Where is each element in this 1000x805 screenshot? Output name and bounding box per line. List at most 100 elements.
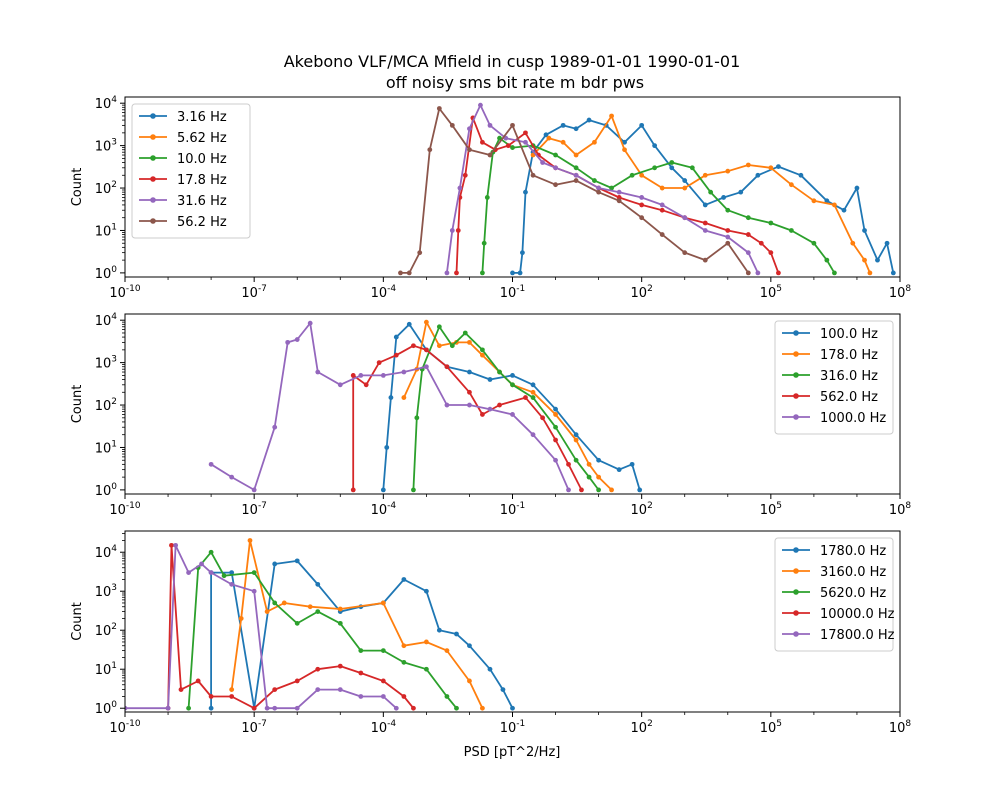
data-point — [530, 382, 536, 388]
data-point — [406, 321, 412, 327]
x-tick-label: 10-1 — [500, 501, 526, 518]
data-point — [553, 412, 558, 417]
panel-3: 10-10 10-7 10-4 10-1 102 105 108 100 101 102 103 10… — [70, 530, 912, 736]
data-point — [530, 172, 536, 178]
data-point — [169, 542, 174, 548]
data-point — [449, 228, 455, 233]
data-point — [745, 250, 751, 256]
data-point — [832, 270, 837, 276]
legend-label: 17800.0 Hz — [820, 628, 895, 643]
data-point — [337, 606, 343, 612]
data-point — [467, 369, 472, 375]
data-point — [510, 270, 515, 276]
data-point — [423, 319, 429, 325]
data-point — [890, 270, 896, 276]
legend-label: 1000.0 Hz — [820, 411, 886, 426]
data-point — [467, 147, 472, 153]
data-point — [208, 549, 214, 555]
legend-label: 56.2 Hz — [177, 215, 227, 230]
legend-entry: 316.0 Hz — [782, 369, 878, 384]
data-point — [505, 143, 511, 149]
data-point — [350, 372, 356, 378]
x-tick-label: 10-1 — [500, 719, 526, 736]
y-tick-label: 103 — [95, 138, 117, 155]
data-point — [281, 600, 287, 606]
data-point — [380, 694, 386, 699]
data-point — [788, 182, 794, 188]
x-tick-label: 10-7 — [241, 284, 267, 301]
data-point — [455, 228, 461, 233]
data-point — [229, 687, 235, 693]
data-point — [824, 198, 830, 204]
data-point — [480, 270, 485, 276]
data-point — [824, 257, 830, 263]
data-point — [788, 228, 794, 233]
data-point — [251, 588, 257, 594]
data-point — [609, 185, 614, 191]
y-tick-label: 103 — [95, 583, 117, 600]
data-point — [294, 620, 300, 626]
data-point — [350, 487, 356, 493]
x-tick-label: 108 — [889, 501, 912, 518]
y-tick-label: 100 — [95, 482, 118, 499]
data-point — [745, 232, 751, 237]
data-point — [423, 666, 429, 672]
data-point — [423, 588, 429, 594]
data-point — [272, 561, 278, 567]
series-10-0-Hz — [480, 135, 837, 276]
y-tick-label: 102 — [95, 622, 117, 639]
legend-swatch-marker — [793, 589, 799, 595]
series-line — [412, 325, 600, 491]
data-point — [208, 461, 214, 467]
data-point — [841, 207, 847, 213]
data-point — [725, 207, 731, 213]
data-point — [622, 147, 627, 153]
y-tick-label: 101 — [95, 661, 117, 678]
data-point — [417, 250, 423, 256]
data-point — [510, 145, 515, 150]
data-point — [884, 240, 890, 246]
data-point — [721, 195, 727, 200]
data-point — [616, 195, 622, 200]
data-point — [708, 189, 714, 195]
legend-swatch-marker — [793, 351, 799, 357]
data-point — [738, 189, 744, 195]
data-point — [229, 694, 235, 699]
data-point — [315, 609, 321, 615]
x-tick-label: 10-4 — [371, 284, 397, 301]
data-point — [487, 152, 493, 158]
data-point — [199, 561, 204, 567]
legend-label: 5.62 Hz — [177, 131, 227, 146]
data-point — [776, 164, 781, 170]
data-point — [195, 678, 201, 684]
data-point — [530, 432, 536, 438]
data-point — [414, 415, 420, 421]
data-point — [436, 106, 442, 111]
data-point — [596, 487, 602, 493]
data-point — [523, 395, 528, 400]
legend-swatch-marker — [150, 113, 156, 119]
x-tick-label: 102 — [631, 284, 653, 301]
data-point — [725, 240, 731, 246]
data-point — [208, 705, 214, 711]
data-point — [393, 705, 399, 711]
data-point — [307, 604, 313, 610]
data-point — [629, 461, 635, 467]
data-point — [436, 627, 442, 633]
data-point — [530, 389, 536, 395]
data-point — [596, 189, 602, 195]
data-point — [776, 270, 781, 276]
series-line — [481, 137, 836, 274]
data-point — [832, 202, 837, 208]
data-point — [444, 402, 450, 408]
data-point — [454, 631, 459, 637]
legend-entry: 56.2 Hz — [139, 215, 227, 230]
data-point — [272, 600, 278, 606]
data-point — [337, 620, 343, 626]
data-point — [616, 189, 622, 195]
x-tick-label: 108 — [889, 719, 912, 736]
data-point — [411, 705, 416, 711]
data-point — [520, 250, 525, 256]
data-point — [444, 648, 450, 654]
data-point — [573, 126, 579, 132]
